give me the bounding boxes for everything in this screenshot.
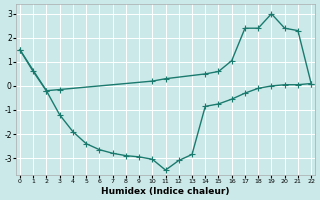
- X-axis label: Humidex (Indice chaleur): Humidex (Indice chaleur): [101, 187, 230, 196]
